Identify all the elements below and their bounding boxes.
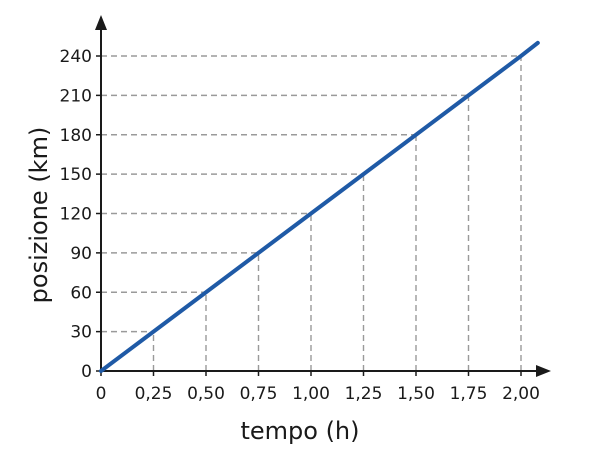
y-tick-label: 120 (60, 205, 92, 225)
y-tick-label: 180 (60, 126, 92, 146)
y-tick-label: 150 (60, 165, 92, 185)
x-tick-label: 1,00 (292, 384, 330, 404)
y-tick-label: 90 (70, 244, 92, 264)
axes (95, 15, 551, 377)
x-tick-label: 2,00 (502, 384, 540, 404)
x-tick-label: 0,25 (135, 384, 173, 404)
x-tick-label: 0,75 (240, 384, 278, 404)
y-tick-label: 240 (60, 47, 92, 67)
x-tick-label: 0 (96, 384, 107, 404)
x-tick-label: 1,75 (450, 384, 488, 404)
y-axis-title: posizione (km) (25, 127, 53, 304)
y-tick-label: 30 (70, 323, 92, 343)
x-axis-title: tempo (h) (240, 417, 359, 445)
y-tick-label: 60 (70, 283, 92, 303)
y-tick-label: 210 (60, 86, 92, 106)
x-tick-labels: 0 0,25 0,50 0,75 1,00 1,25 1,50 1,75 2,00 (96, 384, 540, 404)
x-axis-arrow (536, 365, 551, 377)
x-tick-label: 1,50 (397, 384, 435, 404)
series-group (99, 40, 540, 373)
y-tick-label: 0 (81, 362, 92, 382)
guide-lines (96, 55, 522, 376)
y-tick-labels: 0 30 60 90 120 150 180 210 240 (60, 47, 92, 382)
x-tick-label: 1,25 (345, 384, 383, 404)
series-line (99, 40, 540, 373)
x-tick-label: 0,50 (187, 384, 225, 404)
y-axis-arrow (95, 15, 107, 30)
